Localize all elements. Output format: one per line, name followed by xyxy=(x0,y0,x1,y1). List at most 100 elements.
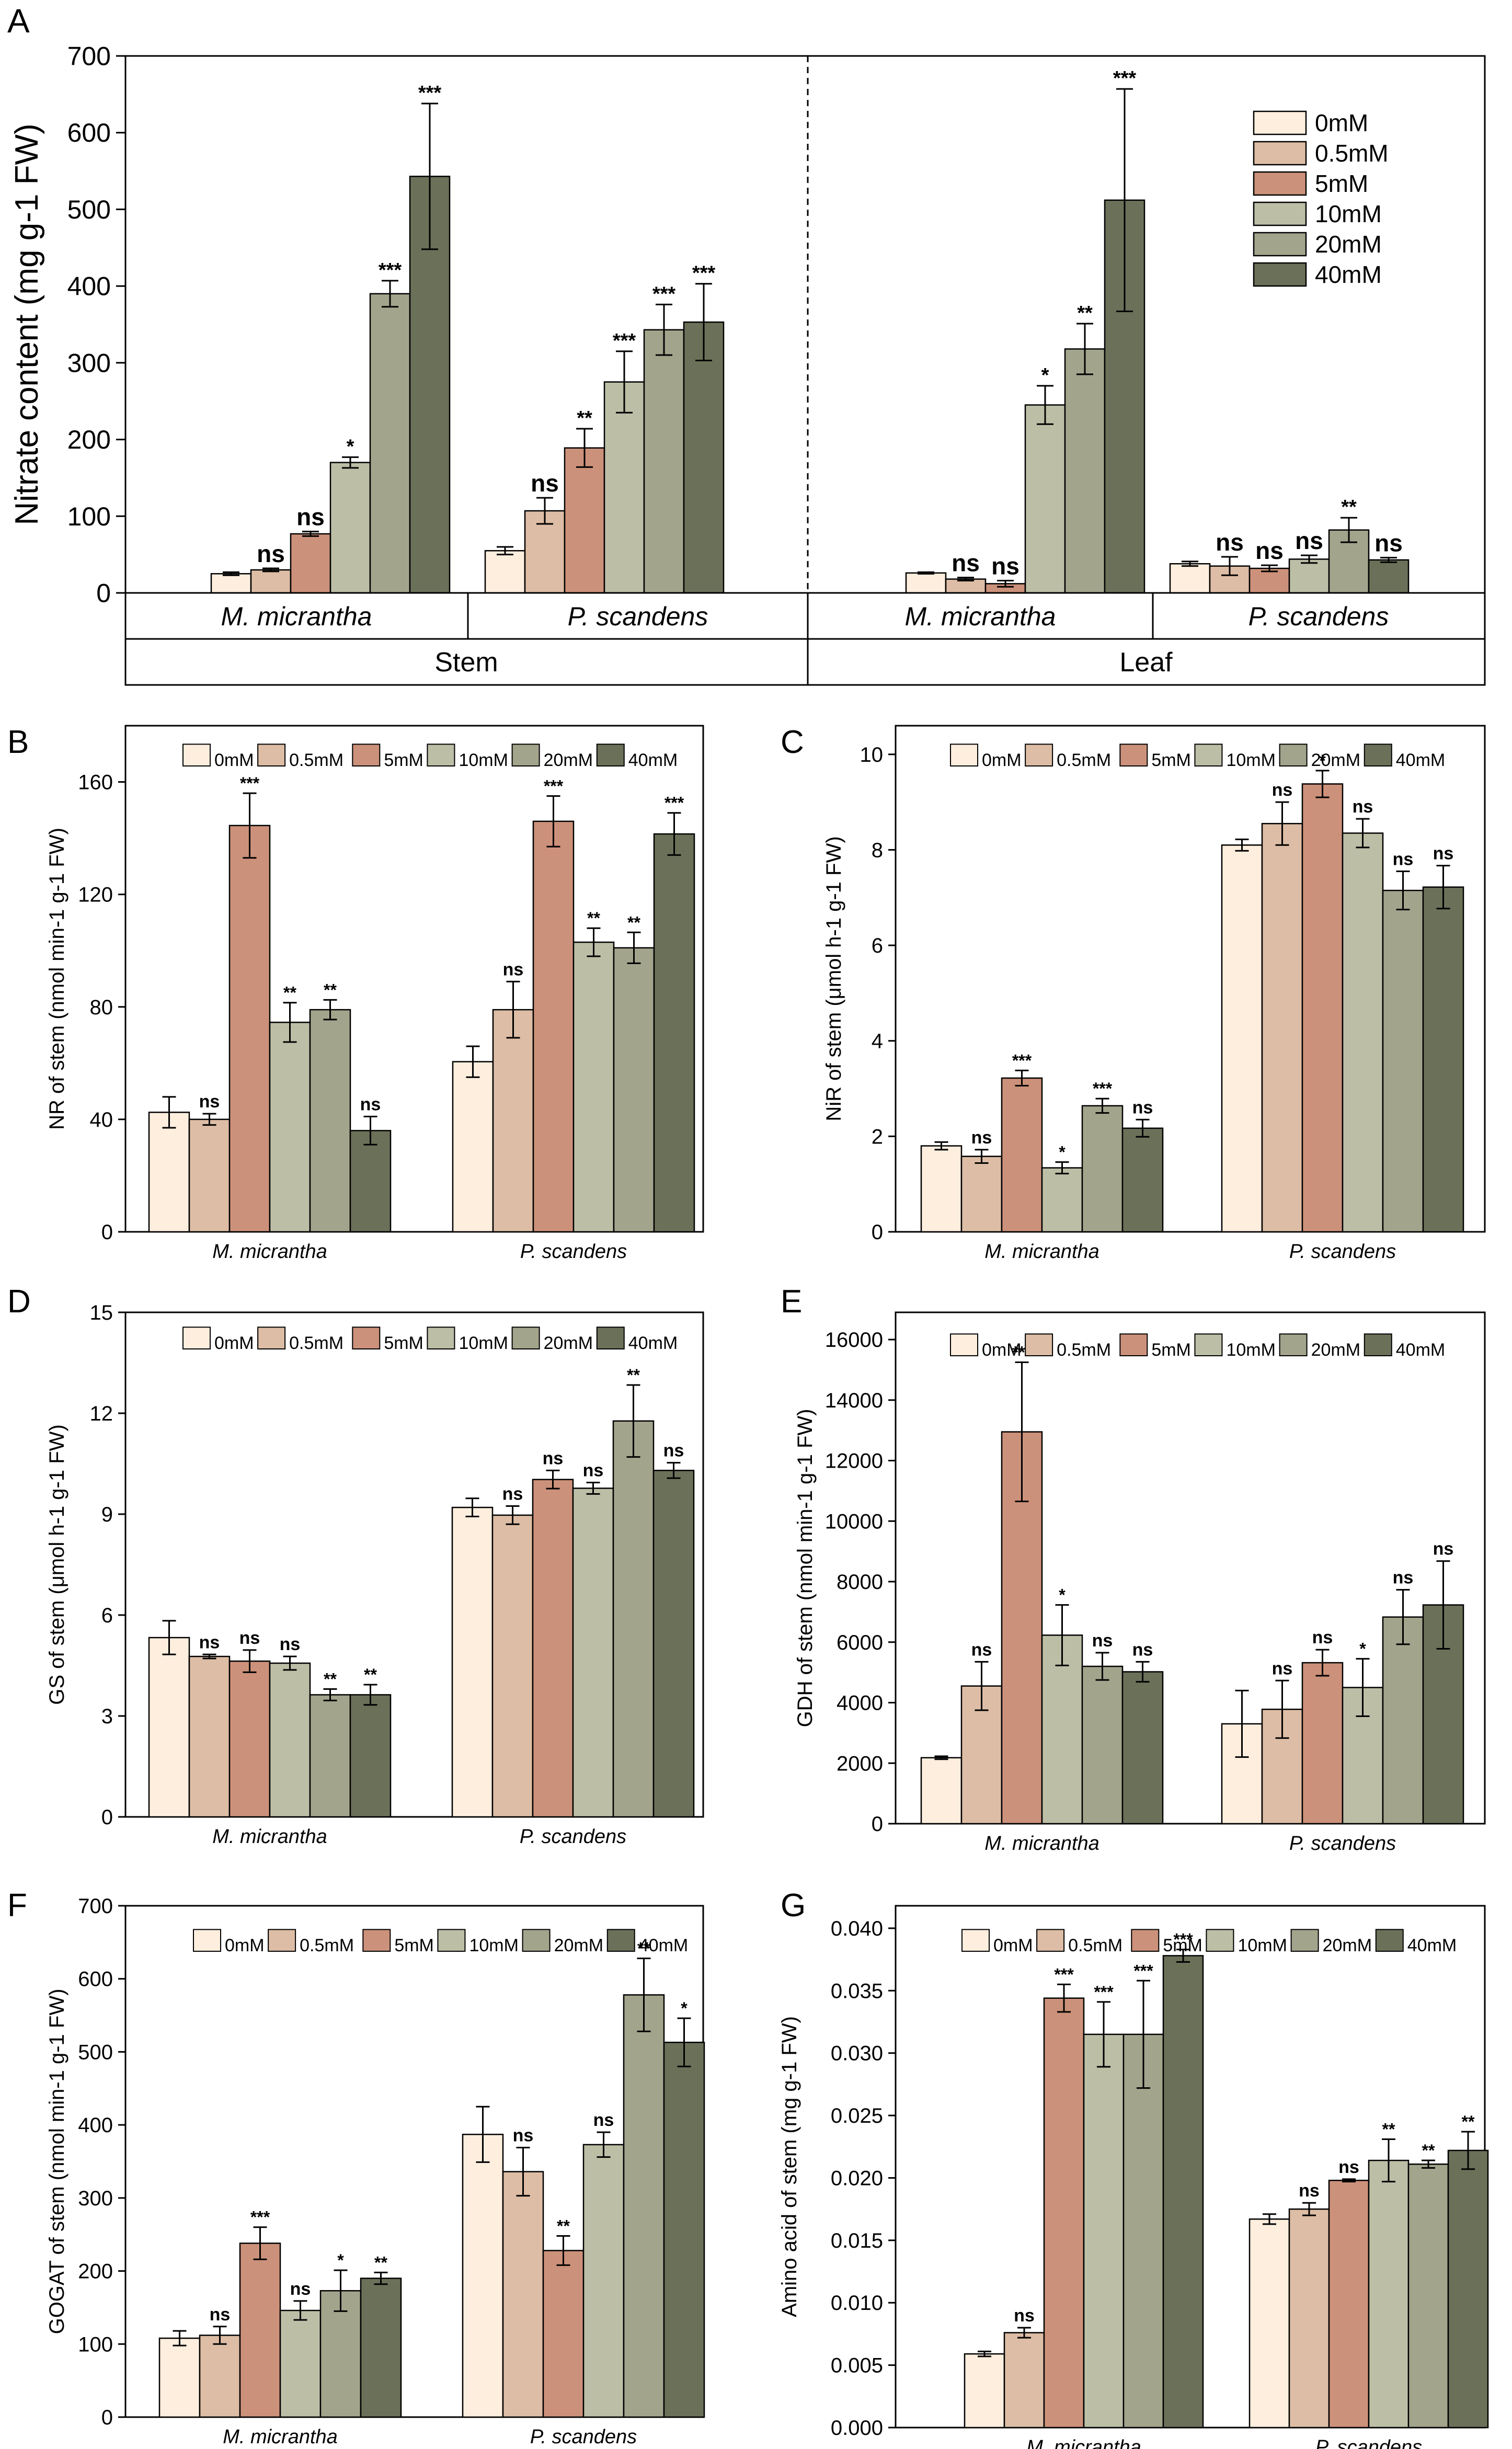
significance-label: ** xyxy=(637,1939,650,1958)
bar-5mM xyxy=(228,825,271,1233)
y-tick-label: 2 xyxy=(872,1125,883,1148)
significance-label: * xyxy=(1059,1143,1066,1162)
legend-swatch-20mM xyxy=(1290,1929,1319,1952)
bar-40mM xyxy=(1121,1671,1164,1825)
y-tick-label: 4 xyxy=(872,1030,883,1053)
bar-10mM xyxy=(269,1662,311,1818)
legend-swatch-0mM xyxy=(1253,110,1307,135)
legend-label-5mM: 5mM xyxy=(1151,750,1191,770)
legend-swatch-40mM xyxy=(1364,743,1392,767)
bar-40mM xyxy=(1121,1127,1164,1233)
legend-label-40mM: 40mM xyxy=(1396,1340,1445,1360)
y-axis-label: GS of stem (μmol h-1 g-1 FW) xyxy=(45,1424,68,1704)
legend-label-10mM: 10mM xyxy=(1226,1340,1275,1360)
significance-label: ns xyxy=(1255,537,1284,564)
significance-label: ns xyxy=(1312,1628,1333,1647)
y-tick-label: 15 xyxy=(90,1301,113,1324)
legend-label-5mM: 5mM xyxy=(1151,1340,1191,1360)
y-axis-label: GDH of stem (nmol min-1 g-1 FW) xyxy=(794,1409,817,1727)
significance-label: ns xyxy=(502,1484,523,1504)
y-tick-label: 6 xyxy=(101,1604,113,1627)
bar-5mM xyxy=(532,820,575,1233)
group-label: P. scandens xyxy=(1289,1833,1396,1855)
legend-swatch-0.5mM xyxy=(1253,141,1307,166)
panel-F: F 0 100 200 300 400 500 600 700 GOGAT of stem (nm… xyxy=(7,1887,705,2448)
significance-label: ns xyxy=(1092,1631,1113,1651)
y-tick-label: 160 xyxy=(78,771,113,794)
y-tick-label: 0.010 xyxy=(831,2292,883,2315)
significance-label: ns xyxy=(1393,850,1414,869)
significance-label: ** xyxy=(374,2253,387,2272)
bar-20mM xyxy=(369,293,411,594)
bar-40mM xyxy=(653,833,695,1233)
group-label: P. scandens xyxy=(1248,602,1389,631)
legend-label-0mM: 0mM xyxy=(214,750,254,770)
bar-40mM xyxy=(349,1694,392,1818)
significance-label: ns xyxy=(1272,1658,1293,1678)
significance-label: ** xyxy=(577,407,592,429)
bar-5mM xyxy=(290,533,331,594)
y-tick-label: 16000 xyxy=(825,1329,883,1352)
legend-label-5mM: 5mM xyxy=(394,1936,434,1955)
significance-label: ns xyxy=(199,1632,220,1652)
y-tick-label: 0 xyxy=(101,1221,113,1244)
legend-swatch-0.5mM xyxy=(1036,1929,1065,1952)
significance-label: * xyxy=(1319,751,1326,770)
bar-0mM xyxy=(462,2134,504,2418)
bar-20mM xyxy=(1122,2033,1164,2429)
y-tick-label: 0 xyxy=(101,1806,113,1829)
significance-label: *** xyxy=(240,774,260,793)
plot-frame xyxy=(124,1311,704,1818)
bar-0mM xyxy=(920,1145,963,1233)
bar-40mM xyxy=(1447,2149,1489,2429)
bar-0.5mM xyxy=(491,1514,534,1818)
bar-0mM xyxy=(210,573,252,594)
y-tick-label: 8 xyxy=(872,839,883,862)
significance-label: * xyxy=(337,2251,344,2270)
panel-letter-C: C xyxy=(781,724,804,760)
y-tick-label: 0.030 xyxy=(831,2042,883,2065)
significance-label: ns xyxy=(531,470,559,497)
significance-label: ns xyxy=(543,1448,564,1468)
significance-label: ns xyxy=(593,2110,614,2130)
legend-swatch-0mM xyxy=(961,1929,990,1952)
significance-label: ns xyxy=(360,1095,381,1115)
significance-label: ns xyxy=(210,2305,231,2325)
legend-label-10mM: 10mM xyxy=(1238,1936,1287,1955)
significance-label: ns xyxy=(1295,527,1323,554)
y-tick-label: 0 xyxy=(101,2406,113,2429)
y-tick-label: 9 xyxy=(101,1503,113,1526)
bar-5mM xyxy=(1301,1662,1344,1825)
bar-40mM xyxy=(663,2042,705,2418)
y-tick-label: 0.020 xyxy=(831,2167,883,2190)
bar-0.5mM xyxy=(1261,822,1303,1233)
bar-20mM xyxy=(1382,1616,1424,1825)
y-axis-label: NR of stem (nmol min-1 g-1 FW) xyxy=(45,828,68,1130)
y-tick-label: 0.015 xyxy=(831,2229,883,2252)
bar-20mM xyxy=(309,1694,351,1818)
bar-10mM xyxy=(603,381,645,594)
legend-swatch-0mM xyxy=(182,1326,211,1349)
tissue-label: Leaf xyxy=(1119,647,1173,678)
legend-label-0mM: 0mM xyxy=(214,1333,254,1353)
legend-label-20mM: 20mM xyxy=(1311,1340,1360,1360)
significance-label: ** xyxy=(364,1665,377,1684)
significance-label: *** xyxy=(665,794,684,812)
legend-swatch-40mM xyxy=(596,1326,625,1349)
legend-label-10mM: 10mM xyxy=(459,750,508,770)
panel-letter-E: E xyxy=(781,1284,802,1320)
bar-10mM xyxy=(572,941,615,1233)
group-label: P. scandens xyxy=(568,602,708,631)
bar-40mM xyxy=(360,2278,402,2418)
panel-A: A 0 100 200 300 400 500 600 700 Nitrate content (… xyxy=(7,2,1486,686)
legend-swatch-20mM xyxy=(1279,743,1308,767)
y-tick-label: 0.025 xyxy=(831,2104,883,2127)
significance-label: ** xyxy=(1341,496,1357,518)
significance-label: *** xyxy=(1054,1965,1074,1984)
plot-frame xyxy=(124,725,704,1233)
y-tick-label: 8000 xyxy=(837,1571,883,1594)
y-tick-label: 0.005 xyxy=(831,2354,883,2377)
y-tick-label: 0.040 xyxy=(831,1917,883,1940)
y-tick-label: 3 xyxy=(101,1705,113,1728)
significance-label: *** xyxy=(544,776,564,795)
